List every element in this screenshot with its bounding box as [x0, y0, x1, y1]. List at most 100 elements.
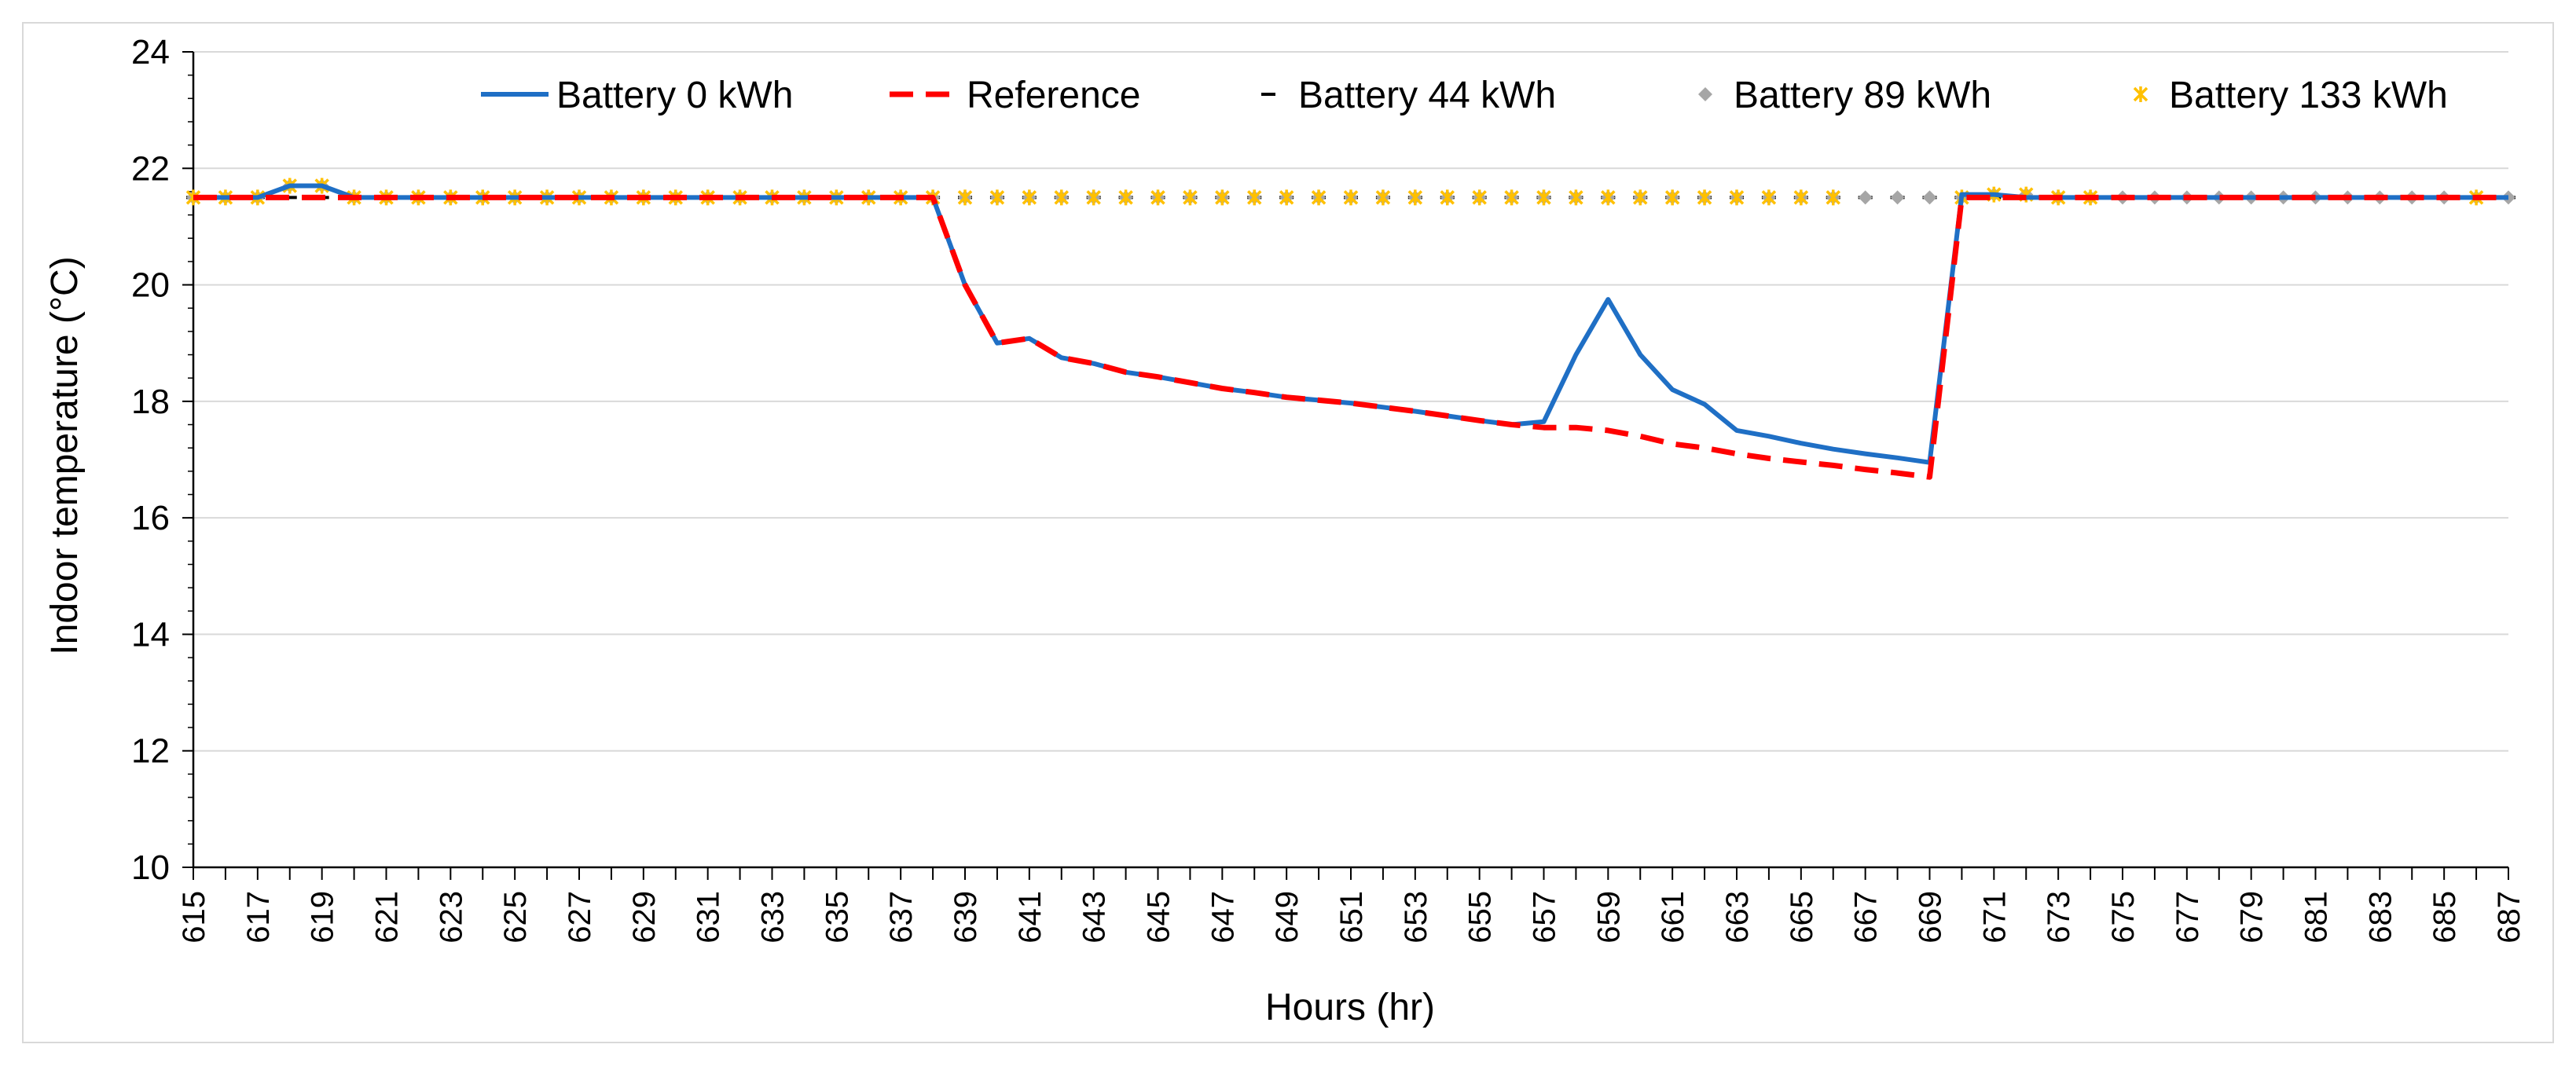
data-point-battery-133-kwh: [1183, 189, 1198, 206]
x-tick-label: 667: [1849, 891, 1884, 944]
legend-item-battery-0-kwh: Battery 0 kWh: [481, 75, 793, 116]
legend-item-battery-89-kwh: Battery 89 kWh: [1698, 75, 1991, 116]
legend-label: Battery 44 kWh: [1298, 75, 1556, 116]
legend-item-battery-44-kwh: Battery 44 kWh: [1261, 75, 1556, 116]
y-tick-label: 10: [131, 848, 170, 887]
data-point-battery-133-kwh: [1440, 189, 1455, 206]
series-line-battery-0-kwh: [193, 183, 2508, 465]
x-tick-label: 633: [756, 891, 791, 944]
data-point-battery-133-kwh: [957, 189, 973, 206]
data-point-battery-133-kwh: [1761, 189, 1777, 206]
x-tick-label: 615: [177, 891, 211, 944]
x-tick-label: 661: [1656, 891, 1690, 944]
legend-label: Battery 0 kWh: [556, 75, 793, 116]
data-point-battery-133-kwh: [1343, 189, 1359, 206]
x-tick-label: 685: [2427, 891, 2462, 944]
x-tick-label: 663: [1720, 891, 1755, 944]
data-point-battery-133-kwh: [1407, 189, 1423, 206]
data-point-battery-133-kwh: [1279, 189, 1294, 206]
x-tick-label: 621: [370, 891, 405, 944]
series-reference: [193, 194, 2508, 480]
x-tick-label: 683: [2363, 891, 2398, 944]
x-tick-label: 673: [2042, 891, 2076, 944]
x-tick-label: 665: [1785, 891, 1819, 944]
x-tick-label: 671: [1977, 891, 2012, 944]
x-tick-label: 627: [563, 891, 597, 944]
x-tick-label: 687: [2492, 891, 2526, 944]
legend-item-reference: Reference: [890, 75, 1140, 116]
x-tick-label: 617: [241, 891, 276, 944]
data-point-battery-133-kwh: [1633, 189, 1648, 206]
data-point-battery-133-kwh: [1247, 189, 1262, 206]
x-tick-label: 647: [1205, 891, 1240, 944]
x-tick-label: 653: [1399, 891, 1433, 944]
data-point-battery-133-kwh: [1022, 189, 1037, 206]
data-point-battery-133-kwh: [1697, 189, 1712, 206]
data-point-battery-133-kwh: [1664, 189, 1680, 206]
x-tick-label: 619: [306, 891, 340, 944]
x-tick-label: 629: [627, 891, 662, 944]
data-point-battery-89-kwh: [1890, 190, 1905, 205]
x-tick-label: 651: [1334, 891, 1369, 944]
x-tick-label: 655: [1463, 891, 1498, 944]
legend-label: Reference: [967, 75, 1140, 116]
x-tick-label: 675: [2106, 891, 2141, 944]
legend: Battery 0 kWh Reference Battery 44 kWh Batt…: [481, 75, 2448, 116]
legend-label: Battery 133 kWh: [2169, 75, 2448, 116]
series-layer: [185, 178, 2515, 480]
data-point-battery-133-kwh: [1569, 189, 1583, 206]
x-tick-label: 641: [1013, 891, 1048, 944]
x-tick-label: 643: [1077, 891, 1112, 944]
x-tick-label: 681: [2299, 891, 2334, 944]
data-point-battery-133-kwh: [1729, 189, 1745, 206]
x-tick-label: 635: [820, 891, 854, 944]
x-tick-label: 637: [884, 891, 919, 944]
data-point-battery-89-kwh: [1858, 190, 1873, 205]
data-point-battery-133-kwh: [1054, 189, 1069, 206]
y-tick-label: 20: [131, 266, 170, 305]
x-tick-label: 645: [1142, 891, 1176, 944]
data-point-battery-133-kwh: [1375, 189, 1391, 206]
x-tick-label: 657: [1528, 891, 1562, 944]
y-tick-label: 24: [131, 33, 170, 71]
axes: 10 12 14 16 18 20 22 24 615 617 619 621 623 625 627 629…: [131, 33, 2526, 944]
data-point-battery-133-kwh: [1311, 189, 1327, 206]
legend-item-battery-133-kwh: Battery 133 kWh: [2133, 75, 2448, 116]
data-point-battery-133-kwh: [1086, 189, 1101, 206]
y-tick-label: 14: [131, 615, 170, 654]
legend-label: Battery 89 kWh: [1734, 75, 1991, 116]
x-axis-title: Hours (hr): [1265, 987, 1435, 1028]
data-point-battery-133-kwh: [1601, 189, 1616, 206]
y-axis-title: Indoor temperature (°C): [44, 256, 86, 654]
x-tick-label: 669: [1914, 891, 1948, 944]
legend-swatch: [2133, 86, 2149, 102]
y-tick-label: 18: [131, 383, 170, 421]
y-tick-label: 12: [131, 732, 170, 771]
data-point-battery-89-kwh: [1922, 190, 1937, 205]
data-point-battery-133-kwh: [1793, 189, 1809, 206]
legend-swatch: [1698, 87, 1712, 101]
x-tick-label: 631: [692, 891, 726, 944]
data-point-battery-133-kwh: [1215, 189, 1230, 206]
series-battery-133-kwh: [185, 178, 2484, 206]
data-point-battery-133-kwh: [1826, 189, 1840, 206]
series-battery-0-kwh: [193, 183, 2508, 465]
data-point-battery-133-kwh: [1504, 189, 1519, 206]
x-tick-label: 649: [1270, 891, 1305, 944]
x-tick-label: 623: [434, 891, 468, 944]
y-tick-label: 22: [131, 149, 170, 188]
data-point-battery-133-kwh: [1118, 189, 1133, 206]
x-tick-label: 639: [949, 891, 983, 944]
data-point-battery-133-kwh: [989, 189, 1005, 206]
data-point-battery-133-kwh: [1150, 189, 1165, 206]
x-tick-label: 679: [2235, 891, 2270, 944]
series-line-reference: [193, 194, 2508, 480]
x-tick-label: 659: [1591, 891, 1626, 944]
data-point-battery-133-kwh: [1472, 189, 1487, 206]
y-tick-label: 16: [131, 499, 170, 537]
data-point-battery-133-kwh: [1536, 189, 1551, 206]
x-tick-label: 625: [498, 891, 533, 944]
x-tick-label: 677: [2171, 891, 2205, 944]
gridlines: [193, 51, 2508, 752]
